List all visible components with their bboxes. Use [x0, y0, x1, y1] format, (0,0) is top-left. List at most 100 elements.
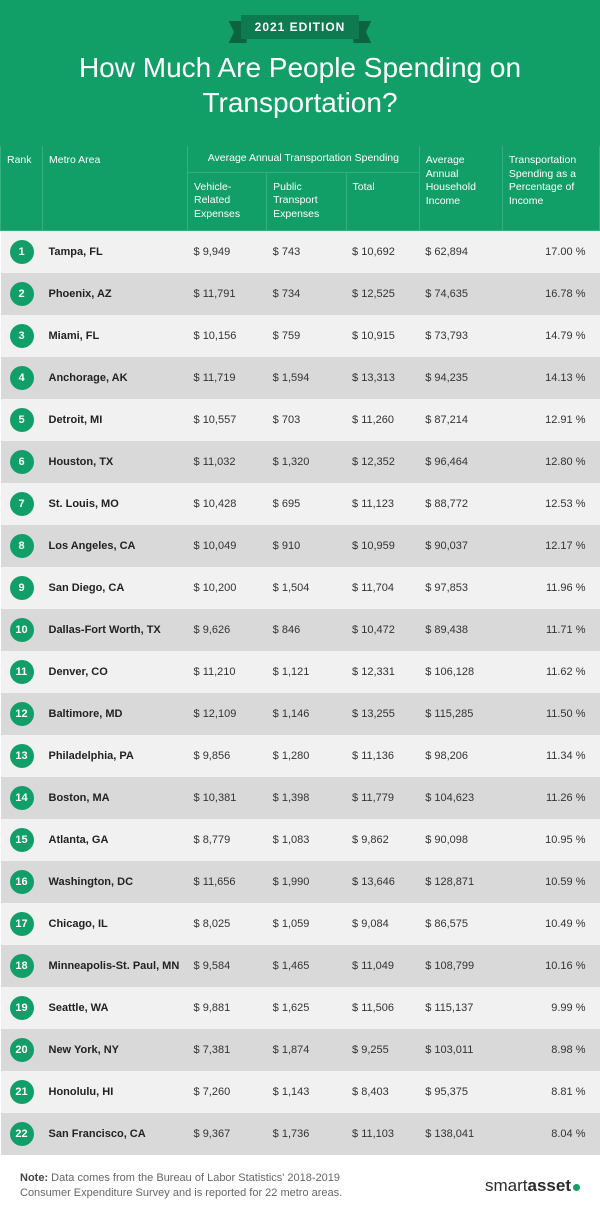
income-cell: $ 106,128	[419, 651, 502, 693]
table-row: 11Denver, CO$ 11,210$ 1,121$ 12,331$ 106…	[1, 651, 600, 693]
rank-cell: 17	[1, 903, 43, 945]
metro-cell: Anchorage, AK	[43, 357, 188, 399]
vehicle-cell: $ 10,557	[188, 399, 267, 441]
table-header: Rank Metro Area Average Annual Transport…	[1, 146, 600, 230]
table-row: 3Miami, FL$ 10,156$ 759$ 10,915$ 73,7931…	[1, 315, 600, 357]
vehicle-cell: $ 11,032	[188, 441, 267, 483]
income-cell: $ 86,575	[419, 903, 502, 945]
page-title: How Much Are People Spending on Transpor…	[20, 50, 580, 120]
total-cell: $ 13,646	[346, 861, 419, 903]
pct-cell: 11.34 %	[502, 735, 599, 777]
table-row: 14Boston, MA$ 10,381$ 1,398$ 11,779$ 104…	[1, 777, 600, 819]
table-row: 9San Diego, CA$ 10,200$ 1,504$ 11,704$ 9…	[1, 567, 600, 609]
pct-cell: 8.81 %	[502, 1071, 599, 1113]
table-row: 12Baltimore, MD$ 12,109$ 1,146$ 13,255$ …	[1, 693, 600, 735]
pct-cell: 10.59 %	[502, 861, 599, 903]
pct-cell: 10.49 %	[502, 903, 599, 945]
data-table: Rank Metro Area Average Annual Transport…	[0, 146, 600, 1155]
vehicle-cell: $ 11,656	[188, 861, 267, 903]
public-cell: $ 1,280	[267, 735, 346, 777]
rank-cell: 15	[1, 819, 43, 861]
rank-badge: 12	[10, 702, 34, 726]
table-row: 20New York, NY$ 7,381$ 1,874$ 9,255$ 103…	[1, 1029, 600, 1071]
public-cell: $ 1,143	[267, 1071, 346, 1113]
col-group-spending: Average Annual Transportation Spending	[188, 146, 420, 172]
pct-cell: 11.71 %	[502, 609, 599, 651]
income-cell: $ 104,623	[419, 777, 502, 819]
rank-badge: 10	[10, 618, 34, 642]
table-row: 10Dallas-Fort Worth, TX$ 9,626$ 846$ 10,…	[1, 609, 600, 651]
vehicle-cell: $ 10,200	[188, 567, 267, 609]
table-row: 22San Francisco, CA$ 9,367$ 1,736$ 11,10…	[1, 1113, 600, 1155]
rank-cell: 2	[1, 273, 43, 315]
brand-logo: smartasset	[485, 1176, 580, 1196]
footer: Note: Data comes from the Bureau of Labo…	[0, 1155, 600, 1221]
rank-badge: 11	[10, 660, 34, 684]
rank-cell: 14	[1, 777, 43, 819]
col-total: Total	[346, 172, 419, 230]
edition-ribbon: 2021 EDITION	[241, 18, 360, 36]
income-cell: $ 97,853	[419, 567, 502, 609]
public-cell: $ 734	[267, 273, 346, 315]
vehicle-cell: $ 7,381	[188, 1029, 267, 1071]
edition-label: 2021 EDITION	[241, 15, 360, 39]
table-row: 1Tampa, FL$ 9,949$ 743$ 10,692$ 62,89417…	[1, 230, 600, 273]
total-cell: $ 11,136	[346, 735, 419, 777]
rank-cell: 3	[1, 315, 43, 357]
vehicle-cell: $ 9,949	[188, 230, 267, 273]
metro-cell: San Diego, CA	[43, 567, 188, 609]
metro-cell: Atlanta, GA	[43, 819, 188, 861]
public-cell: $ 1,398	[267, 777, 346, 819]
rank-badge: 7	[10, 492, 34, 516]
rank-badge: 5	[10, 408, 34, 432]
footer-note: Note: Data comes from the Bureau of Labo…	[20, 1171, 380, 1202]
metro-cell: Minneapolis-St. Paul, MN	[43, 945, 188, 987]
total-cell: $ 12,331	[346, 651, 419, 693]
income-cell: $ 103,011	[419, 1029, 502, 1071]
rank-badge: 21	[10, 1080, 34, 1104]
table-row: 21Honolulu, HI$ 7,260$ 1,143$ 8,403$ 95,…	[1, 1071, 600, 1113]
total-cell: $ 8,403	[346, 1071, 419, 1113]
total-cell: $ 11,704	[346, 567, 419, 609]
income-cell: $ 90,037	[419, 525, 502, 567]
table-body: 1Tampa, FL$ 9,949$ 743$ 10,692$ 62,89417…	[1, 230, 600, 1155]
rank-cell: 10	[1, 609, 43, 651]
public-cell: $ 846	[267, 609, 346, 651]
pct-cell: 8.98 %	[502, 1029, 599, 1071]
metro-cell: New York, NY	[43, 1029, 188, 1071]
rank-badge: 9	[10, 576, 34, 600]
col-rank: Rank	[1, 146, 43, 230]
income-cell: $ 115,285	[419, 693, 502, 735]
public-cell: $ 703	[267, 399, 346, 441]
metro-cell: Denver, CO	[43, 651, 188, 693]
vehicle-cell: $ 9,856	[188, 735, 267, 777]
public-cell: $ 1,990	[267, 861, 346, 903]
rank-badge: 22	[10, 1122, 34, 1146]
total-cell: $ 13,313	[346, 357, 419, 399]
public-cell: $ 1,083	[267, 819, 346, 861]
income-cell: $ 73,793	[419, 315, 502, 357]
rank-badge: 18	[10, 954, 34, 978]
metro-cell: Los Angeles, CA	[43, 525, 188, 567]
rank-badge: 2	[10, 282, 34, 306]
metro-cell: Houston, TX	[43, 441, 188, 483]
vehicle-cell: $ 7,260	[188, 1071, 267, 1113]
public-cell: $ 1,320	[267, 441, 346, 483]
vehicle-cell: $ 10,428	[188, 483, 267, 525]
rank-cell: 13	[1, 735, 43, 777]
rank-cell: 4	[1, 357, 43, 399]
pct-cell: 10.95 %	[502, 819, 599, 861]
rank-badge: 8	[10, 534, 34, 558]
rank-cell: 8	[1, 525, 43, 567]
income-cell: $ 138,041	[419, 1113, 502, 1155]
table-row: 4Anchorage, AK$ 11,719$ 1,594$ 13,313$ 9…	[1, 357, 600, 399]
income-cell: $ 108,799	[419, 945, 502, 987]
income-cell: $ 74,635	[419, 273, 502, 315]
public-cell: $ 1,594	[267, 357, 346, 399]
rank-cell: 12	[1, 693, 43, 735]
pct-cell: 12.80 %	[502, 441, 599, 483]
income-cell: $ 89,438	[419, 609, 502, 651]
col-income: Average Annual Household Income	[419, 146, 502, 230]
public-cell: $ 1,625	[267, 987, 346, 1029]
pct-cell: 12.91 %	[502, 399, 599, 441]
